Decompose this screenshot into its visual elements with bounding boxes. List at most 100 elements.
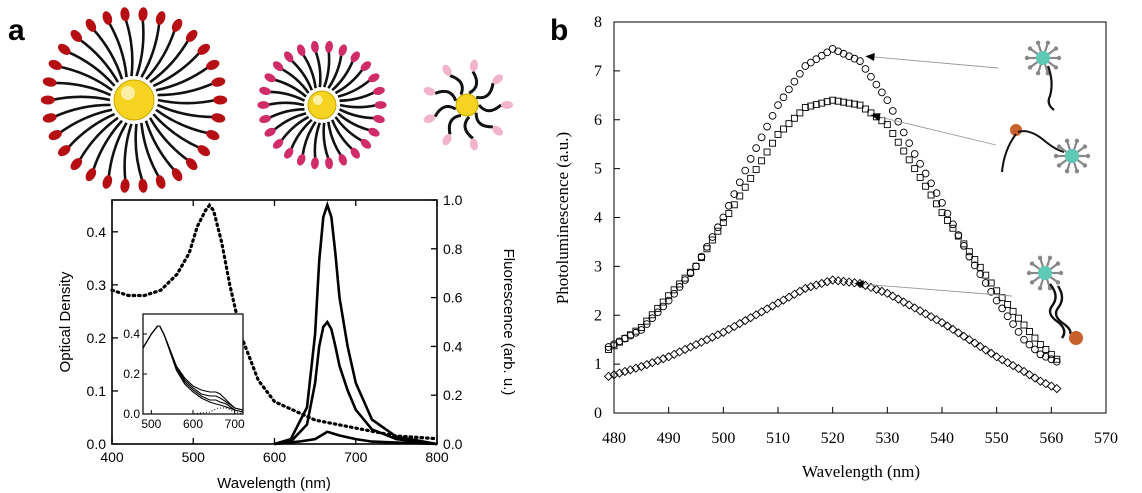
data-point-square: [922, 182, 930, 190]
data-point-diamond: [685, 342, 696, 352]
data-point-diamond: [992, 352, 1002, 362]
bead-spoke-tip: [1024, 55, 1030, 61]
data-point-diamond: [871, 284, 882, 294]
bead-spoke: [1039, 278, 1045, 288]
data-point-square: [840, 98, 848, 106]
ligand-chain: [140, 21, 161, 78]
ligand-chain: [449, 74, 464, 96]
ligand-head: [325, 40, 334, 53]
data-point-square: [954, 232, 962, 240]
ligand-chain: [124, 18, 134, 77]
data-point-circle: [785, 85, 793, 94]
inset-absorbance-line-4: [142, 325, 244, 413]
data-point-diamond: [1013, 363, 1024, 374]
data-point-circle: [1020, 335, 1028, 344]
ligand-chain: [53, 103, 111, 119]
data-point-diamond: [609, 370, 619, 380]
ligand-head: [272, 138, 284, 149]
ligand-chain: [338, 108, 376, 120]
data-point-square: [763, 148, 771, 156]
data-point-circle: [932, 189, 941, 197]
bead-spoke-tip: [1056, 163, 1062, 168]
data-point-circle: [872, 80, 881, 89]
gold-core: [113, 79, 155, 121]
inset-x-tick-label: 500: [141, 417, 161, 431]
data-point-circle: [730, 190, 739, 198]
bead-spoke-tip: [1056, 144, 1062, 149]
bead-icon: [1053, 138, 1091, 174]
ligand-head: [272, 61, 284, 72]
data-point-diamond: [811, 280, 821, 290]
y-tick-label: 0.2: [87, 330, 107, 346]
bead-spoke: [1076, 146, 1085, 154]
large-ligand-nanoparticle-icon: [40, 7, 228, 193]
absorbance-line: [110, 202, 439, 441]
ligand-head: [469, 59, 479, 72]
ligand-head: [423, 114, 436, 123]
data-point-diamond: [899, 297, 909, 307]
x-tick-label: 400: [100, 449, 124, 465]
data-point-square: [965, 248, 973, 256]
nanoparticle-dsdna-quencher-icon: [1026, 255, 1083, 345]
ligand-chain: [447, 113, 462, 135]
ligand-chain: [152, 113, 201, 150]
x-tick-label: 560: [1039, 430, 1063, 447]
data-point-square: [812, 101, 820, 109]
bead-spoke: [1072, 141, 1078, 151]
y-tick-label: 5: [594, 161, 602, 178]
data-point-circle: [856, 57, 864, 65]
ssdna-strand: [1017, 130, 1065, 153]
data-point-square: [829, 96, 837, 104]
data-point-circle: [916, 159, 924, 168]
bead-spoke-tip: [1058, 270, 1064, 276]
data-point-circle: [735, 178, 744, 187]
data-point-circle: [987, 287, 996, 296]
inset-difference-line: [143, 407, 244, 415]
data-point-diamond: [1024, 370, 1035, 380]
ligand-head: [185, 158, 198, 171]
data-point-diamond: [1008, 360, 1018, 371]
gold-core: [307, 90, 337, 120]
ligand-chain: [433, 105, 457, 118]
data-point-diamond: [674, 347, 685, 357]
data-point-diamond: [746, 313, 756, 323]
ligand-head: [120, 7, 130, 22]
data-point-square: [1031, 334, 1039, 342]
x-tick-label: 480: [602, 430, 626, 447]
data-point-circle: [1025, 340, 1034, 349]
data-point-square: [856, 101, 864, 109]
data-point-diamond: [975, 341, 985, 352]
data-point-diamond: [948, 324, 958, 335]
series-circle: [604, 45, 1061, 366]
data-point-square: [621, 335, 629, 342]
data-point-circle: [960, 241, 968, 250]
ligand-chain: [266, 101, 305, 107]
data-point-square: [676, 280, 684, 288]
inset-x-tick-label: 600: [183, 417, 203, 431]
nanoparticle-ssdna-with-quencher-icon: [1001, 124, 1091, 174]
data-point-diamond: [877, 286, 887, 296]
dsdna-strand: [1054, 285, 1072, 335]
ligand-chain: [134, 123, 144, 182]
data-point-square: [708, 236, 716, 244]
y2-tick-label: 0.2: [443, 387, 463, 403]
ligand-chain: [331, 59, 355, 92]
data-point-circle: [703, 242, 711, 251]
quencher-icon: [1010, 124, 1022, 136]
fluorescence-line-3: [274, 430, 438, 446]
bead-spoke-tip: [1026, 270, 1032, 276]
data-point-circle: [763, 122, 771, 131]
data-point-square: [987, 279, 995, 287]
ligand-chain: [331, 119, 355, 152]
data-point-square: [780, 125, 787, 133]
arrow-head: [854, 280, 864, 289]
bead-spoke: [1049, 275, 1058, 283]
y-tick-label: 0.4: [87, 224, 107, 240]
bead-core: [1038, 266, 1052, 280]
data-point-diamond: [762, 304, 772, 314]
ligand-chain: [155, 108, 210, 135]
data-point-square: [818, 99, 826, 107]
y-tick-label: 0: [594, 405, 602, 422]
ligand-chain: [107, 21, 128, 78]
data-point-square: [1047, 350, 1055, 358]
